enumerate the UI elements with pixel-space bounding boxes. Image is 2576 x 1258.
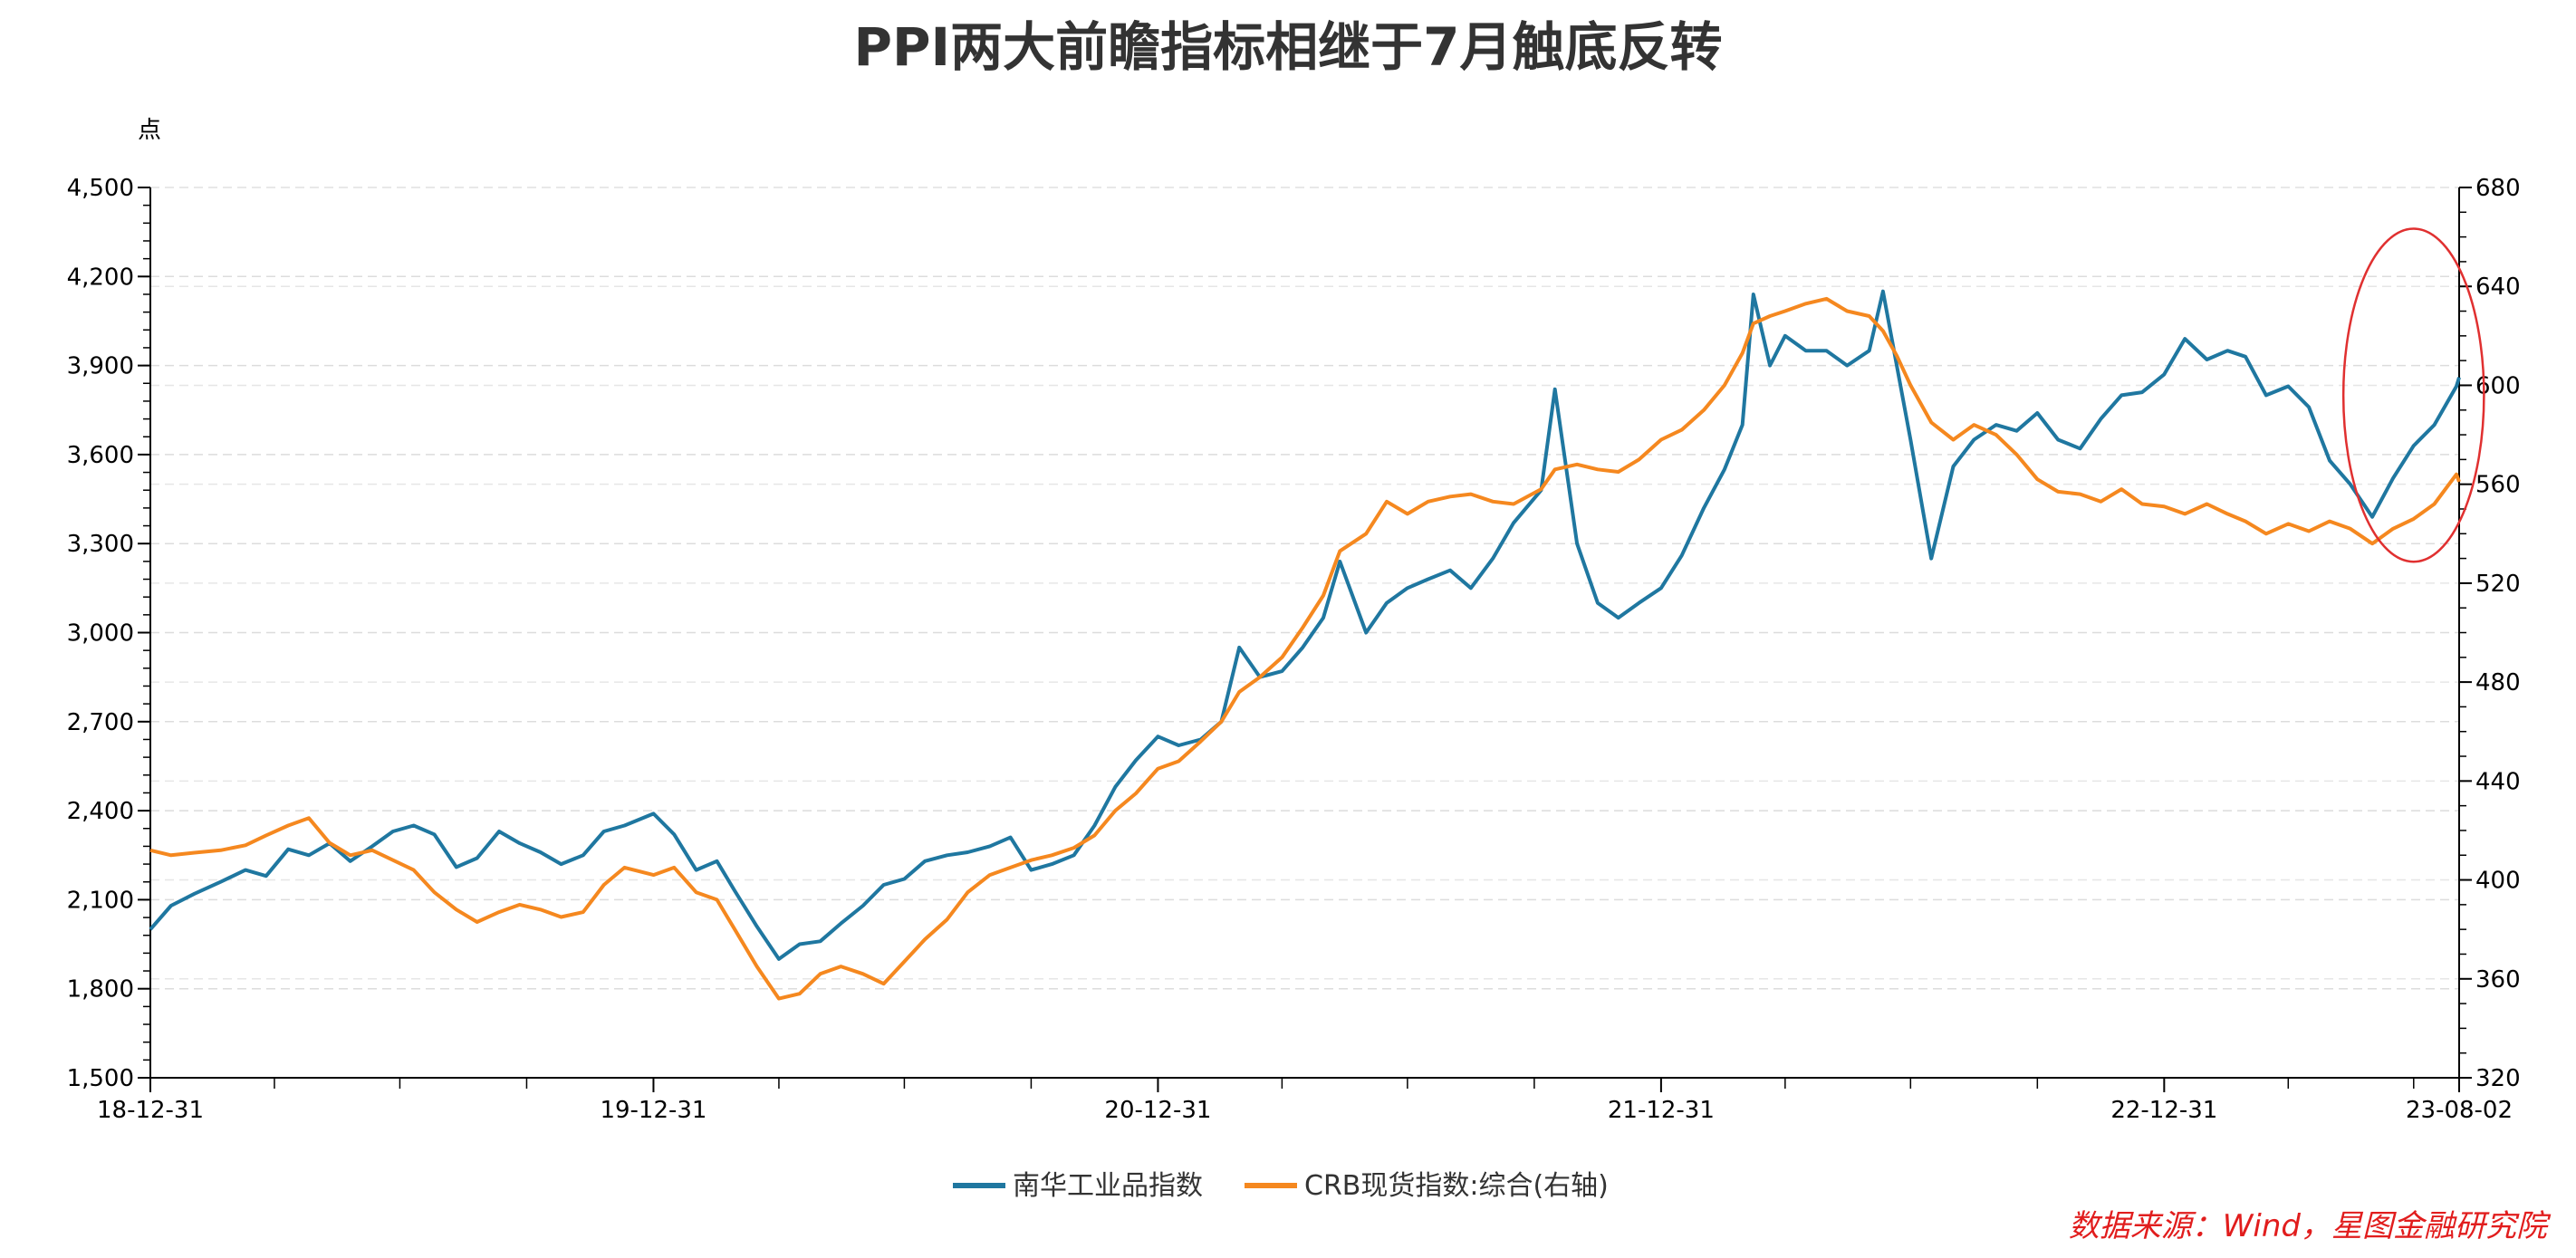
left-axis-tick-label: 2,400 [67, 798, 134, 825]
right-axis-tick-label: 440 [2475, 768, 2521, 795]
legend-label-nanhua: 南华工业品指数 [1013, 1170, 1203, 1202]
x-axis-tick-label: 20-12-31 [1104, 1097, 1211, 1124]
left-axis-tick-label: 3,300 [67, 531, 134, 558]
left-axis-tick-label: 3,000 [67, 620, 134, 648]
left-axis-tick-label: 3,600 [67, 442, 134, 469]
grid-lines [150, 187, 2459, 990]
right-axis-tick-label: 600 [2475, 372, 2521, 399]
x-axis-tick-label: 18-12-31 [97, 1097, 204, 1124]
x-axis-tick-label: 19-12-31 [600, 1097, 706, 1124]
left-axis-tick-label: 2,100 [67, 887, 134, 914]
highlight-ellipse-annotation [2341, 227, 2485, 563]
left-axis-tick-label: 2,700 [67, 709, 134, 736]
source-note: 数据来源：Wind，星图金融研究院 [2069, 1208, 2552, 1244]
right-axis-tick-label: 640 [2475, 274, 2521, 301]
right-axis-tick-label: 400 [2475, 868, 2521, 895]
left-axis-tick-label: 4,200 [67, 264, 134, 291]
left-axis-tick-label: 1,500 [67, 1065, 134, 1092]
x-axis-tick-label: 22-12-31 [2110, 1097, 2217, 1124]
right-axis-tick-label: 320 [2475, 1065, 2521, 1092]
series-lines [149, 289, 2461, 1001]
legend-label-crb: CRB现货指数:综合(右轴) [1304, 1170, 1609, 1202]
right-axis-tick-label: 480 [2475, 669, 2521, 696]
right-axis-tick-label: 560 [2475, 472, 2521, 499]
left-axis-unit: 点 [138, 117, 161, 144]
chart-title: PPI两大前瞻指标相继于7月触底反转 [854, 16, 1723, 78]
x-axis-tick-label: 23-08-02 [2406, 1097, 2513, 1124]
left-axis-tick-label: 3,900 [67, 353, 134, 380]
left-axis-tick-label: 1,800 [67, 976, 134, 1004]
x-axis-tick-label: 21-12-31 [1608, 1097, 1715, 1124]
right-axis-tick-label: 520 [2475, 571, 2521, 598]
legend: 南华工业品指数 CRB现货指数:综合(右轴) [953, 1170, 1609, 1202]
left-axis-tick-label: 4,500 [67, 175, 134, 202]
right-axis-tick-label: 680 [2475, 175, 2521, 202]
right-axis-tick-label: 360 [2475, 966, 2521, 994]
axes: 1,500 1,800 2,100 2,400 2,700 3,000 3,300 3,600… [67, 175, 2521, 1124]
series-line-crb [149, 296, 2461, 1001]
series-line-nanhua [149, 289, 2461, 961]
